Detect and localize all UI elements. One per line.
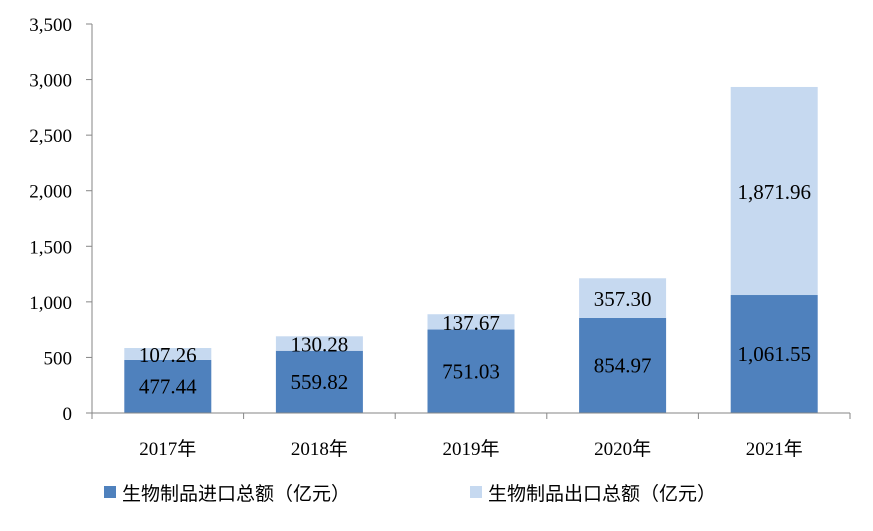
y-tick-label: 500 [44, 348, 73, 369]
bar-import-3 [579, 317, 667, 413]
y-tick-label: 3,000 [29, 71, 72, 92]
y-tick-label: 1,500 [29, 237, 72, 258]
data-label: 854.97 [594, 353, 652, 377]
legend-label-export: 生物制品出口总额（亿元） [488, 483, 716, 505]
bar-export-1 [275, 336, 363, 351]
data-label: 137.67 [442, 311, 500, 335]
legend-swatch-export [470, 486, 482, 498]
y-tick-label: 2,000 [29, 182, 72, 203]
bar-import-0 [124, 359, 212, 413]
x-tick-label: 2018年 [291, 438, 348, 460]
data-label: 1,061.55 [737, 342, 811, 366]
data-label: 107.26 [139, 343, 197, 367]
x-tick-label: 2017年 [139, 438, 196, 460]
legend-swatch-import [104, 486, 116, 498]
data-label: 751.03 [442, 359, 500, 383]
legend-label-import: 生物制品进口总额（亿元） [122, 483, 350, 505]
bar-export-2 [427, 314, 515, 330]
y-tick-label: 2,500 [29, 126, 72, 147]
y-tick-label: 1,000 [29, 293, 72, 314]
y-tick-label: 0 [63, 404, 73, 425]
data-label: 559.82 [291, 370, 349, 394]
bar-export-4 [730, 86, 818, 296]
y-tick-label: 3,500 [29, 15, 72, 36]
bar-import-4 [730, 295, 818, 413]
data-label: 357.30 [594, 287, 652, 311]
data-label: 1,871.96 [737, 180, 811, 204]
bar-import-1 [275, 350, 363, 413]
x-tick-label: 2020年 [594, 438, 651, 460]
data-label: 477.44 [139, 374, 197, 398]
x-tick-label: 2021年 [746, 438, 803, 460]
data-label: 130.28 [291, 333, 349, 357]
x-tick-label: 2019年 [442, 438, 499, 460]
bar-import-2 [427, 329, 515, 413]
bar-export-0 [124, 348, 212, 360]
bar-export-3 [579, 278, 667, 318]
